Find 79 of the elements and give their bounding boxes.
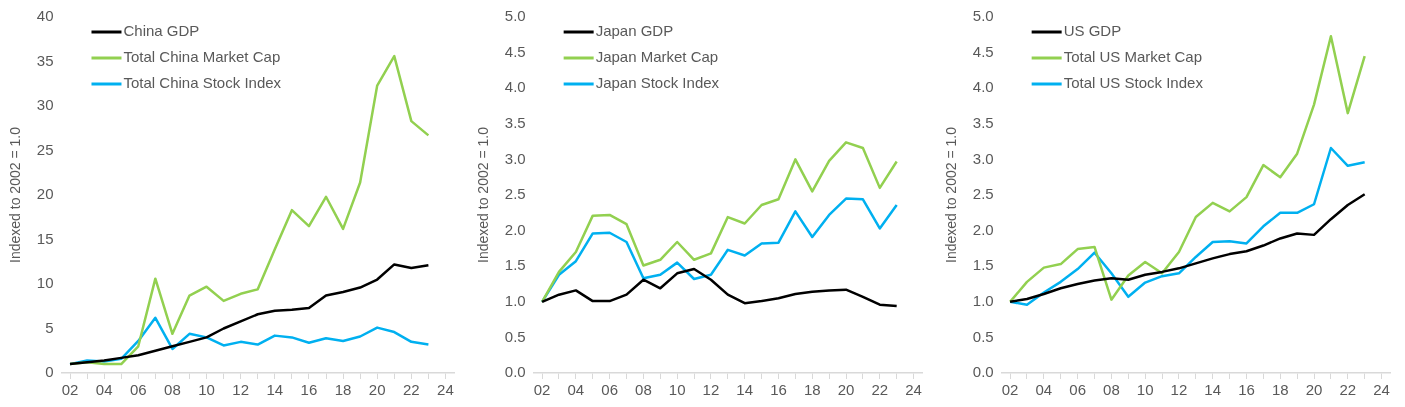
x-tick-label: 14 bbox=[736, 381, 754, 399]
y-tick-label: 5.0 bbox=[504, 7, 526, 25]
x-tick-label: 02 bbox=[533, 381, 551, 399]
x-tick-label: 22 bbox=[402, 381, 420, 399]
y-tick-label: 10 bbox=[36, 274, 54, 292]
x-tick-label: 20 bbox=[368, 381, 386, 399]
x-tick-label: 22 bbox=[1339, 381, 1357, 399]
x-tick-label: 16 bbox=[300, 381, 318, 399]
x-tick-label: 14 bbox=[266, 381, 284, 399]
x-tick-label: 24 bbox=[437, 381, 454, 399]
y-tick-label: 0.0 bbox=[504, 363, 526, 381]
y-tick-label: 3.5 bbox=[972, 113, 994, 131]
y-axis-title: Indexed to 2002 = 1.0 bbox=[7, 126, 24, 263]
y-tick-label: 4.0 bbox=[972, 78, 994, 96]
x-tick-label: 10 bbox=[198, 381, 215, 399]
y-tick-label: 40 bbox=[36, 7, 54, 25]
y-tick-label: 0.5 bbox=[972, 327, 994, 345]
x-tick-label: 16 bbox=[1238, 381, 1255, 399]
x-tick-label: 06 bbox=[1069, 381, 1086, 399]
x-tick-label: 08 bbox=[1103, 381, 1120, 399]
x-tick-label: 08 bbox=[635, 381, 652, 399]
x-tick-label: 02 bbox=[61, 381, 79, 399]
x-tick-label: 16 bbox=[770, 381, 787, 399]
y-tick-label: 1.5 bbox=[504, 256, 526, 274]
x-tick-label: 24 bbox=[905, 381, 922, 399]
x-tick-label: 18 bbox=[803, 381, 821, 399]
x-tick-label: 18 bbox=[1271, 381, 1289, 399]
y-tick-label: 1.0 bbox=[504, 291, 526, 309]
x-tick-label: 08 bbox=[164, 381, 181, 399]
x-tick-label: 12 bbox=[232, 381, 250, 399]
legend-label: Total China Market Cap bbox=[123, 48, 281, 66]
x-tick-label: 10 bbox=[1136, 381, 1154, 399]
x-tick-label: 10 bbox=[668, 381, 686, 399]
legend-label: US GDP bbox=[1063, 22, 1122, 40]
y-tick-label: 25 bbox=[36, 140, 54, 158]
x-tick-label: 18 bbox=[334, 381, 352, 399]
x-tick-label: 04 bbox=[1035, 381, 1053, 399]
y-tick-label: 5 bbox=[45, 318, 54, 336]
y-tick-label: 2.0 bbox=[504, 220, 526, 238]
y-tick-label: 3.0 bbox=[972, 149, 994, 167]
y-tick-label: 5.0 bbox=[972, 7, 994, 25]
y-tick-label: 1.0 bbox=[972, 291, 994, 309]
y-axis-title: Indexed to 2002 = 1.0 bbox=[475, 126, 492, 263]
y-tick-label: 0.5 bbox=[504, 327, 526, 345]
y-tick-label: 1.5 bbox=[972, 256, 994, 274]
y-tick-label: 4.5 bbox=[972, 42, 994, 60]
y-tick-label: 0.0 bbox=[972, 363, 994, 381]
legend-label: Total US Market Cap bbox=[1063, 48, 1203, 66]
y-tick-label: 3.0 bbox=[504, 149, 526, 167]
y-tick-label: 4.5 bbox=[504, 42, 526, 60]
y-tick-label: 15 bbox=[36, 229, 54, 247]
x-tick-label: 12 bbox=[702, 381, 720, 399]
legend-label: Japan GDP bbox=[595, 22, 674, 40]
x-tick-label: 04 bbox=[567, 381, 585, 399]
y-tick-label: 30 bbox=[36, 96, 54, 114]
x-tick-label: 04 bbox=[95, 381, 113, 399]
y-tick-label: 2.0 bbox=[972, 220, 994, 238]
y-tick-label: 0 bbox=[45, 363, 54, 381]
legend-label: Japan Market Cap bbox=[595, 48, 719, 66]
x-tick-label: 14 bbox=[1204, 381, 1222, 399]
legend-label: China GDP bbox=[123, 22, 200, 40]
x-tick-label: 20 bbox=[837, 381, 855, 399]
y-tick-label: 4.0 bbox=[504, 78, 526, 96]
x-tick-label: 12 bbox=[1170, 381, 1188, 399]
x-tick-label: 22 bbox=[871, 381, 889, 399]
y-tick-label: 3.5 bbox=[504, 113, 526, 131]
x-tick-label: 02 bbox=[1001, 381, 1019, 399]
legend-label: Total US Stock Index bbox=[1063, 74, 1204, 92]
x-tick-label: 06 bbox=[129, 381, 147, 399]
legend-label: Japan Stock Index bbox=[595, 74, 720, 92]
x-tick-label: 20 bbox=[1305, 381, 1323, 399]
y-tick-label: 2.5 bbox=[504, 185, 526, 203]
y-tick-label: 2.5 bbox=[972, 185, 994, 203]
y-axis-title: Indexed to 2002 = 1.0 bbox=[943, 126, 960, 263]
legend-label: Total China Stock Index bbox=[123, 74, 282, 92]
x-tick-label: 24 bbox=[1373, 381, 1390, 399]
y-tick-label: 35 bbox=[36, 51, 54, 69]
x-tick-label: 06 bbox=[601, 381, 618, 399]
y-tick-label: 20 bbox=[36, 185, 54, 203]
